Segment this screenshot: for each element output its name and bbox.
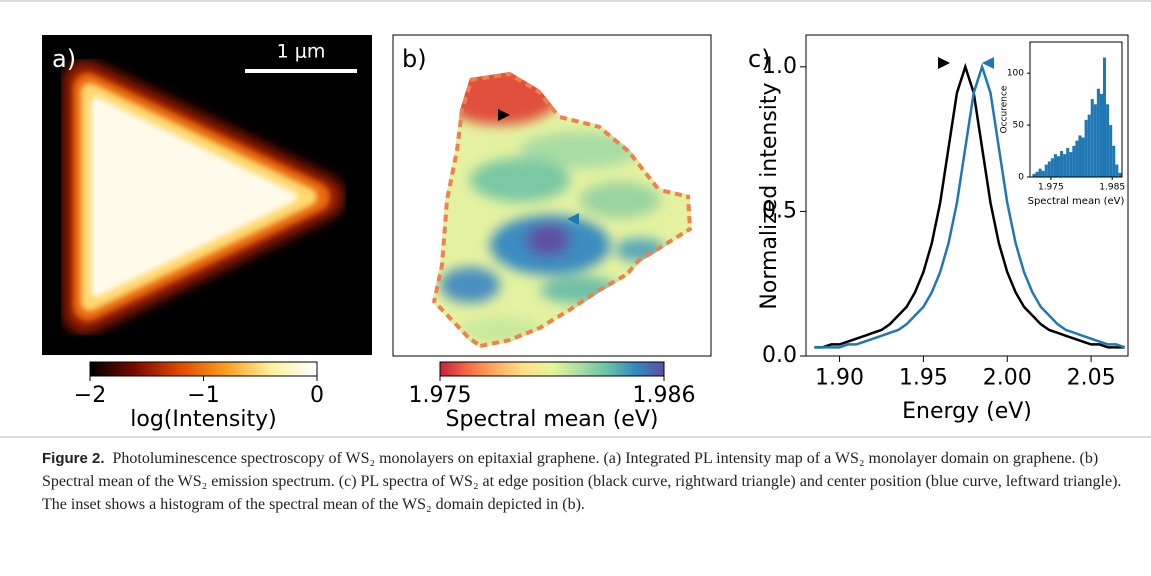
histogram-bar	[1050, 158, 1054, 177]
x-tick-label: 2.00	[983, 366, 1032, 391]
colorbar-tick-label: −1	[187, 383, 219, 408]
histogram-bar	[1112, 145, 1116, 177]
colorbar-tick-label: 0	[310, 383, 324, 408]
colorbar-label: Spectral mean (eV)	[446, 407, 659, 432]
x-tick-label: 2.05	[1067, 366, 1116, 391]
colorbar-tick-label: 1.975	[409, 383, 472, 408]
histogram-bar	[1044, 164, 1048, 177]
histogram-bar	[1069, 152, 1073, 177]
x-tick-label: 1.985	[1099, 182, 1125, 192]
edge-marker	[498, 109, 510, 121]
histogram-bar	[1072, 145, 1076, 177]
spectrum-line	[814, 62, 1125, 349]
figure: a) 1 μm b) c) Normalized intensity Energ…	[0, 0, 1151, 438]
y-tick-label: 100	[1007, 69, 1024, 79]
spectrum-line	[814, 62, 1126, 349]
histogram-bar	[1109, 125, 1113, 177]
caption-text: Photoluminescence spectroscopy of WS₂ mo…	[42, 450, 1122, 513]
center-marker	[567, 213, 579, 225]
panel-label: b)	[402, 45, 427, 73]
colorbar	[89, 361, 318, 377]
histogram-bar	[1060, 151, 1064, 177]
histogram-bar	[1096, 88, 1100, 177]
axes-frame	[805, 34, 1129, 357]
colorbar	[439, 361, 665, 377]
histogram-bar	[1063, 154, 1067, 177]
inset-x-label: Spectral mean (eV)	[1028, 196, 1125, 207]
histogram-bar	[1115, 164, 1119, 177]
caption-label: Figure 2.	[42, 450, 105, 467]
histogram-bar	[1102, 57, 1107, 178]
histogram-bar	[1075, 140, 1079, 177]
histogram-bar	[1038, 168, 1042, 177]
histogram-bar	[1041, 170, 1045, 177]
histogram-bar	[1066, 147, 1070, 177]
histogram-bar	[1106, 104, 1110, 177]
histogram-bar	[1090, 99, 1094, 177]
panel-label: a)	[52, 45, 76, 73]
histogram-bar	[1032, 173, 1036, 177]
y-tick-label: 0	[1018, 173, 1024, 183]
caption: Figure 2. Photoluminescence spectroscopy …	[42, 447, 1127, 516]
edge-marker	[938, 57, 950, 69]
histogram-bar	[1047, 161, 1051, 177]
inset-y-label: Occurence	[1000, 85, 1010, 133]
colorbar-tick-label: 1.986	[633, 383, 696, 408]
histogram-bar	[1084, 119, 1088, 177]
histogram-bar	[1093, 104, 1097, 177]
y-tick-label: 50	[1013, 121, 1025, 131]
x-axis-label: Energy (eV)	[902, 399, 1032, 424]
y-tick-label: 0.0	[762, 343, 797, 368]
x-tick-label: 1.90	[815, 366, 864, 391]
inset-frame	[1029, 41, 1123, 178]
y-axis-label: Normalized intensity	[757, 82, 782, 309]
y-tick-label: 1.0	[762, 54, 797, 79]
histogram-bar	[1081, 137, 1085, 177]
center-marker	[982, 57, 994, 69]
colorbar-tick-label: −2	[74, 383, 106, 408]
colorbar-label: log(Intensity)	[130, 407, 276, 432]
y-tick-label: 0.5	[762, 198, 797, 223]
histogram-bar	[1035, 171, 1039, 177]
histogram-bar	[1087, 114, 1091, 177]
x-tick-label: 1.95	[899, 366, 948, 391]
scale-bar-label: 1 μm	[277, 41, 326, 63]
histogram-bar	[1053, 154, 1057, 177]
panel-label: c)	[748, 45, 771, 73]
histogram-bar	[1118, 172, 1122, 177]
histogram-bar	[1078, 135, 1082, 177]
histogram-bar	[1056, 156, 1061, 177]
x-tick-label: 1.975	[1038, 182, 1064, 192]
intensity-map	[42, 35, 372, 355]
histogram-bar	[1099, 93, 1103, 177]
